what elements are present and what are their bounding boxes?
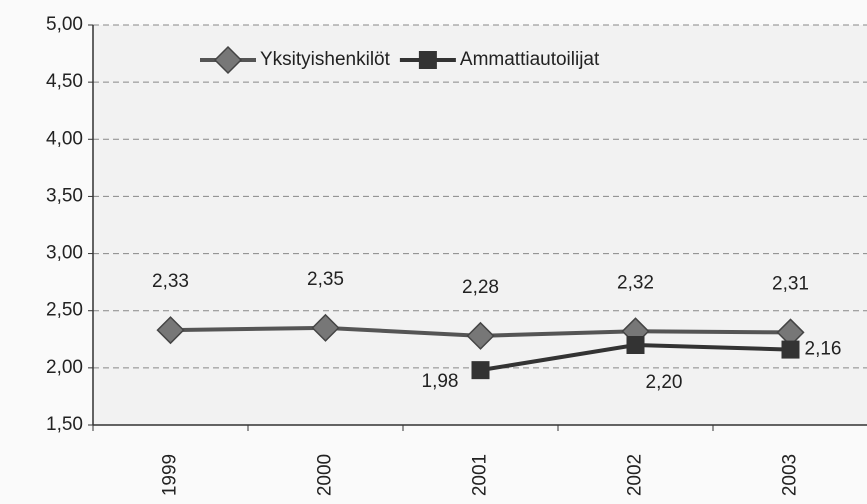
x-tick-label: 2002 — [625, 454, 646, 496]
x-tick-label: 2001 — [470, 454, 491, 496]
data-point — [781, 340, 800, 359]
y-tick-label: 1,50 — [46, 414, 83, 435]
legend-label: Ammattiautoilijat — [460, 49, 600, 70]
legend-label: Yksityishenkilöt — [260, 49, 391, 70]
data-point — [471, 361, 490, 380]
y-tick-label: 3,00 — [46, 243, 83, 264]
x-tick-label: 1999 — [160, 454, 181, 496]
legend-marker — [418, 51, 437, 69]
data-point — [311, 313, 340, 342]
y-tick-label: 3,50 — [46, 185, 83, 206]
y-tick-label: 5,00 — [46, 14, 83, 35]
data-label: 2,32 — [617, 272, 654, 293]
y-tick-label: 2,50 — [46, 300, 83, 321]
y-tick-label: 4,50 — [46, 71, 83, 92]
data-label: 2,35 — [307, 269, 344, 290]
data-label: 2,16 — [805, 339, 842, 360]
plot-area — [93, 25, 867, 425]
legend-marker — [213, 45, 243, 75]
data-point — [626, 336, 645, 354]
x-tick-label: 2000 — [315, 454, 336, 496]
data-label: 2,20 — [646, 372, 683, 393]
data-label: 1,98 — [422, 371, 459, 392]
data-label: 2,33 — [152, 271, 189, 292]
data-label: 2,31 — [772, 273, 809, 294]
data-point — [466, 321, 495, 350]
data-label: 2,28 — [462, 277, 499, 298]
y-tick-label: 4,00 — [46, 128, 83, 149]
y-tick-label: 2,00 — [46, 357, 83, 378]
data-point — [156, 316, 185, 345]
x-tick-label: 2003 — [780, 454, 801, 496]
